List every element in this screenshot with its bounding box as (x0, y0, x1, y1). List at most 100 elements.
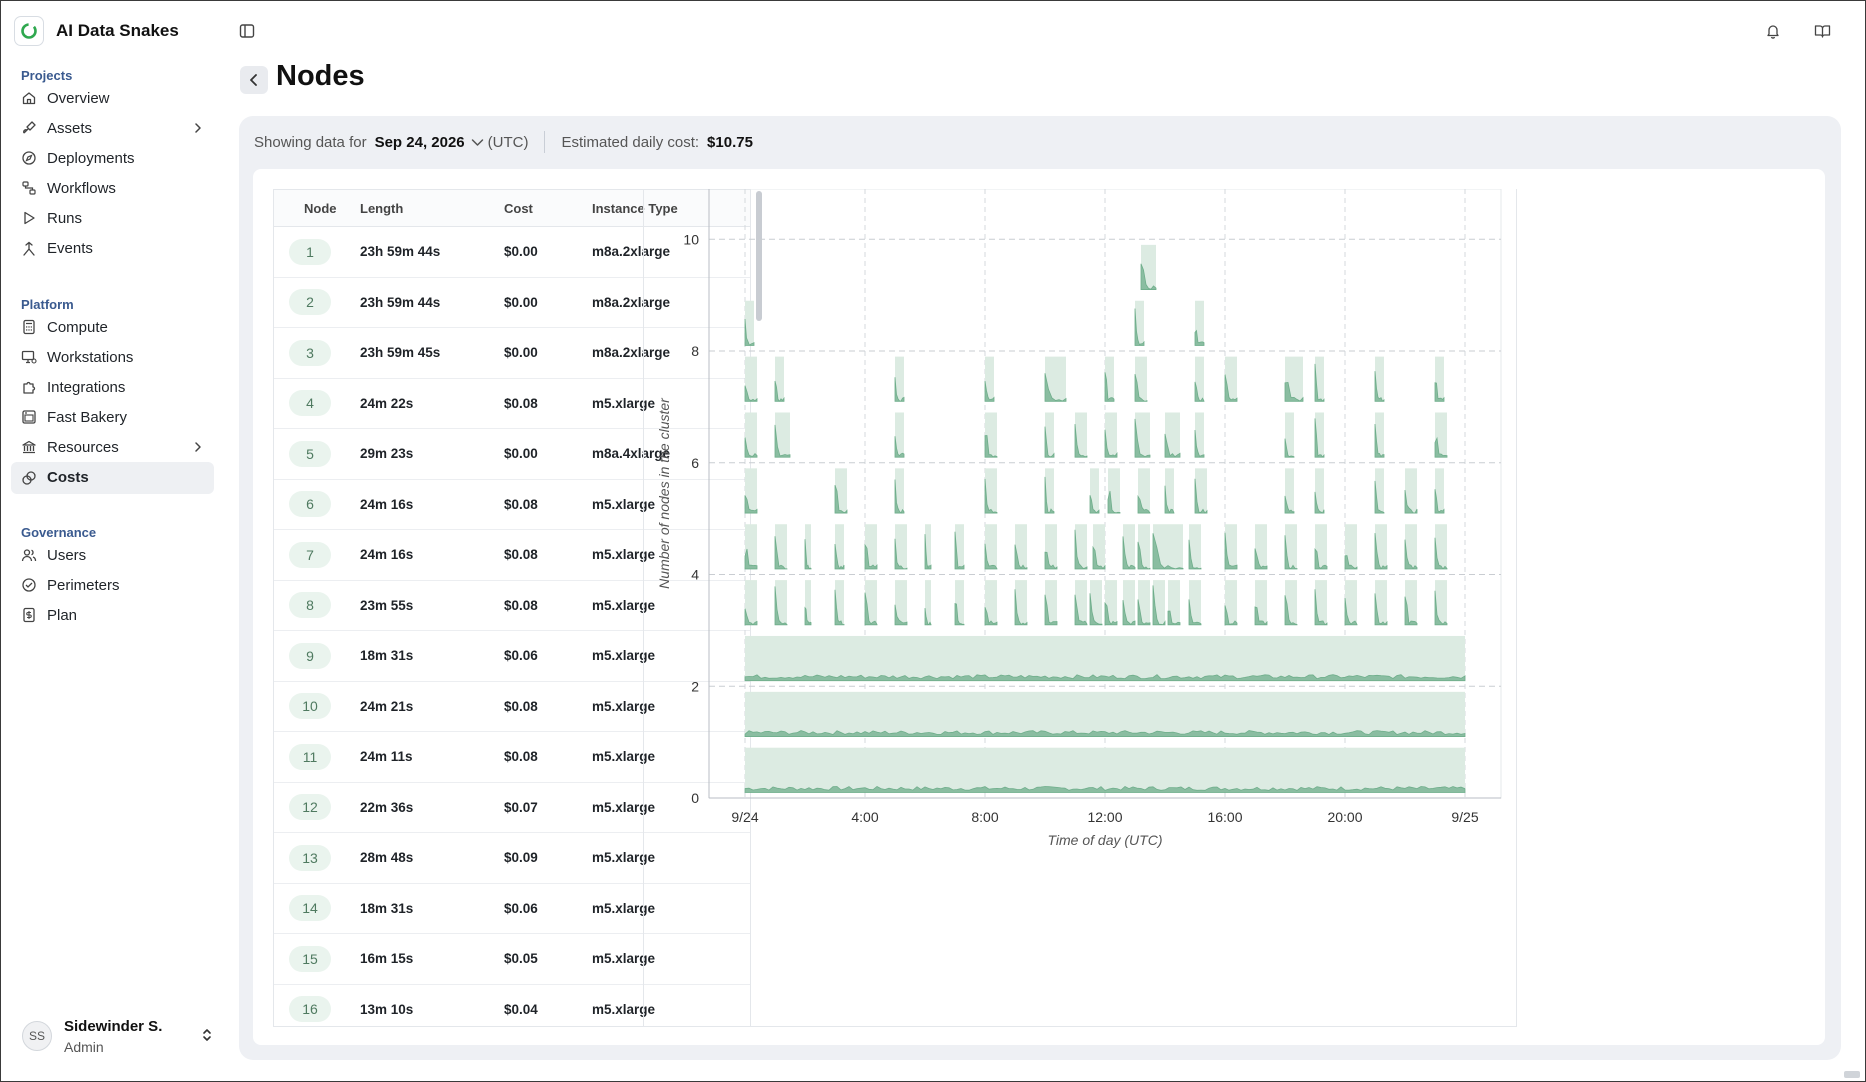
node-usage-area (864, 592, 878, 626)
node-usage-area (1284, 438, 1295, 458)
chevron-right-icon[interactable] (194, 121, 202, 138)
sidebar-item-costs[interactable]: Costs (11, 461, 214, 494)
sidebar-item-overview[interactable]: Overview (11, 82, 214, 114)
sidebar-item-label: Costs (47, 469, 89, 486)
column-header-node[interactable]: Node (304, 200, 337, 216)
sidebar-item-deployments[interactable]: Deployments (11, 142, 214, 174)
table-row[interactable]: 3 23h 59m 45s $0.00 m8a.2xlarge (274, 328, 750, 379)
app-logo-icon (14, 16, 44, 46)
user-name: Sidewinder S. (64, 1017, 163, 1035)
node-usage-area (1254, 606, 1268, 626)
table-row[interactable]: 15 16m 15s $0.05 m5.xlarge (274, 934, 750, 985)
app-name: AI Data Snakes (56, 21, 179, 40)
node-lane-bar (1090, 468, 1099, 514)
node-usage-area (1089, 495, 1100, 514)
node-badge: 11 (289, 743, 331, 770)
node-usage-area (1434, 436, 1448, 458)
node-usage-area (1314, 589, 1328, 626)
sidebar-item-plan[interactable]: Plan (11, 599, 214, 631)
table-row[interactable]: 16 13m 10s $0.04 m5.xlarge (274, 985, 750, 1027)
sidebar-toggle-icon[interactable] (238, 22, 256, 40)
sidebar-item-runs[interactable]: Runs (11, 202, 214, 234)
length-cell: 18m 31s (360, 900, 414, 916)
instance-type-cell: m5.xlarge (592, 951, 656, 967)
node-lane-bar (1375, 580, 1387, 625)
column-header-cost[interactable]: Cost (504, 200, 533, 216)
table-row[interactable]: 1 23h 59m 44s $0.00 m8a.2xlarge (274, 227, 750, 278)
instance-type-cell: m5.xlarge (592, 496, 656, 512)
table-row[interactable]: 5 29m 23s $0.00 m8a.4xlarge (274, 429, 750, 480)
node-usage-area (1044, 373, 1067, 402)
chevron-left-icon (250, 74, 257, 86)
table-header: Node Length Cost Instance Type (274, 190, 750, 227)
node-usage-area (894, 604, 908, 626)
node-cell: 11 (274, 743, 360, 770)
column-header-instance-type[interactable]: Instance Type (592, 200, 678, 216)
node-lane-bar (835, 580, 844, 625)
node-cell: 16 (274, 996, 360, 1023)
cost-cell: $0.08 (504, 395, 538, 411)
node-usage-area (1044, 476, 1055, 514)
sidebar-item-events[interactable]: Events (11, 233, 214, 265)
coins-icon (21, 470, 37, 486)
table-body: 1 23h 59m 44s $0.00 m8a.2xlarge 2 23h 59m 44s… (274, 227, 750, 1027)
node-lane-bar (1345, 524, 1357, 569)
node-usage-area (924, 534, 932, 570)
sidebar-item-integrations[interactable]: Integrations (11, 371, 214, 403)
fork-icon (21, 241, 37, 257)
table-row[interactable]: 7 24m 16s $0.08 m5.xlarge (274, 530, 750, 581)
node-usage-area (744, 786, 1466, 793)
table-row[interactable]: 14 18m 31s $0.06 m5.xlarge (274, 884, 750, 934)
node-lane-bar (1285, 524, 1297, 569)
table-row[interactable]: 2 23h 59m 44s $0.00 m8a.2xlarge (274, 278, 750, 328)
node-lane-bar (985, 468, 997, 514)
chevron-up-down-icon[interactable] (202, 1028, 212, 1047)
sidebar-item-fast-bakery[interactable]: Fast Bakery (11, 401, 214, 433)
table-row[interactable]: 11 24m 11s $0.08 m5.xlarge (274, 732, 750, 783)
node-lane-bar (1435, 580, 1447, 625)
cost-cell: $0.08 (504, 496, 538, 512)
table-row[interactable]: 12 22m 36s $0.07 m5.xlarge (274, 783, 750, 833)
user-role: Admin (64, 1038, 104, 1055)
table-scrollbar[interactable] (756, 191, 762, 321)
chevron-right-icon[interactable] (194, 440, 202, 457)
sidebar-item-compute[interactable]: Compute (11, 311, 214, 343)
section-title-governance: Governance (21, 525, 97, 540)
nodes-card (253, 169, 1825, 1045)
node-badge: 8 (289, 592, 331, 619)
node-usage-area (1044, 551, 1058, 570)
node-lane-bar (1195, 468, 1207, 514)
table-row[interactable]: 6 24m 16s $0.08 m5.xlarge (274, 480, 750, 530)
brand[interactable]: AI Data Snakes (14, 16, 179, 46)
bell-icon[interactable] (1764, 22, 1782, 40)
back-button[interactable] (240, 66, 268, 94)
length-cell: 22m 36s (360, 799, 414, 815)
node-usage-area (744, 608, 758, 626)
node-usage-area (954, 531, 965, 570)
chevron-down-icon[interactable] (471, 138, 484, 147)
table-row[interactable]: 10 24m 21s $0.08 m5.xlarge (274, 682, 750, 732)
sidebar-item-perimeters[interactable]: Perimeters (11, 569, 214, 601)
node-usage-area (1404, 596, 1418, 626)
sidebar-item-resources[interactable]: Resources (11, 431, 214, 463)
user-menu[interactable]: SS Sidewinder S. Admin (22, 1014, 212, 1058)
table-row[interactable]: 9 18m 31s $0.06 m5.xlarge (274, 631, 750, 682)
table-row[interactable]: 8 23m 55s $0.08 m5.xlarge (274, 581, 750, 631)
date-picker[interactable]: Sep 24, 2026 (374, 133, 465, 151)
sidebar-item-users[interactable]: Users (11, 539, 214, 571)
column-header-length[interactable]: Length (360, 200, 404, 216)
resize-handle[interactable] (1844, 1071, 1860, 1078)
node-lane-bar (805, 524, 811, 569)
node-lane-bar (985, 580, 997, 625)
sidebar-item-assets[interactable]: Assets (11, 112, 214, 144)
table-row[interactable]: 4 24m 22s $0.08 m5.xlarge (274, 379, 750, 429)
node-usage-area (1344, 598, 1358, 626)
sidebar-item-workstations[interactable]: Workstations (11, 341, 214, 373)
node-lane-bar (745, 747, 1465, 793)
table-row[interactable]: 13 28m 48s $0.09 m5.xlarge (274, 833, 750, 884)
sidebar-item-workflows[interactable]: Workflows (11, 172, 214, 204)
book-icon[interactable] (1813, 22, 1831, 40)
sidebar-item-label: Workflows (47, 179, 116, 197)
node-usage-area (1167, 610, 1181, 626)
node-lane-bar (745, 412, 757, 458)
